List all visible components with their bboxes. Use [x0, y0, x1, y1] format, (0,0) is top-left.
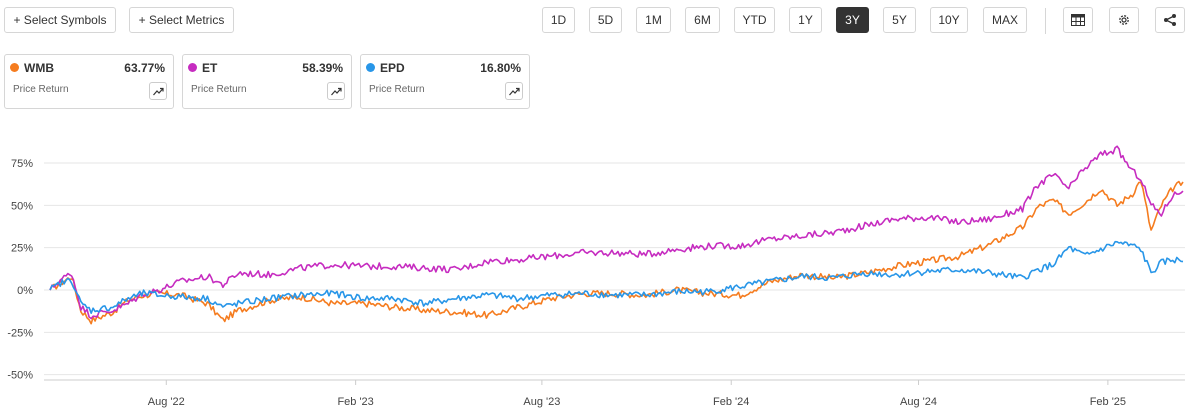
card-symbol: WMB [24, 61, 54, 75]
card-epd[interactable]: EPD 16.80% Price Return [360, 54, 530, 109]
series-color-dot [366, 63, 375, 72]
x-tick-label: Feb '25 [1090, 396, 1126, 408]
y-tick-label: 75% [11, 158, 33, 170]
share-icon [1164, 14, 1176, 26]
period-max-button[interactable]: MAX [983, 7, 1027, 33]
chart-series [49, 145, 1184, 325]
chart-grid [44, 162, 1185, 381]
x-tick-label: Aug '23 [523, 396, 560, 408]
series-color-dot [188, 63, 197, 72]
card-return-value: 63.77% [124, 61, 165, 75]
trend-up-icon [152, 87, 164, 95]
share-button[interactable] [1155, 7, 1185, 33]
card-metric-label: Price Return [369, 84, 425, 95]
card-metric-label: Price Return [191, 84, 247, 95]
select-metrics-button[interactable]: + Select Metrics [129, 7, 234, 33]
trend-chart-button[interactable] [505, 82, 523, 100]
period-ytd-button[interactable]: YTD [734, 7, 775, 33]
period-1m-button[interactable]: 1M [636, 7, 671, 33]
series-color-dot [10, 63, 19, 72]
table-view-button[interactable] [1063, 7, 1093, 33]
series-line-wmb [49, 180, 1184, 325]
x-axis-labels: Aug '22 Feb '23 Aug '23 Feb '24 Aug '24 Feb '… [148, 380, 1126, 408]
y-tick-label: 50% [11, 200, 33, 212]
x-tick-label: Feb '24 [713, 396, 749, 408]
period-10y-button[interactable]: 10Y [930, 7, 968, 33]
y-tick-label: -25% [7, 327, 33, 339]
card-metric-label: Price Return [13, 84, 69, 95]
period-1y-button[interactable]: 1Y [789, 7, 822, 33]
y-axis-labels: 75% 50% 25% 0% -25% -50% [7, 158, 33, 382]
period-5d-button[interactable]: 5D [589, 7, 622, 33]
card-et[interactable]: ET 58.39% Price Return [182, 54, 352, 109]
table-icon [1071, 14, 1085, 26]
card-symbol: ET [202, 61, 218, 75]
series-line-et [49, 145, 1184, 320]
period-3y-button[interactable]: 3Y [836, 7, 869, 33]
y-tick-label: -50% [7, 370, 33, 382]
series-line-epd [49, 240, 1184, 315]
gear-icon [1119, 15, 1129, 25]
card-wmb[interactable]: WMB 63.77% Price Return [4, 54, 174, 109]
y-tick-label: 0% [17, 285, 33, 297]
card-return-value: 16.80% [480, 61, 521, 75]
x-tick-label: Feb '23 [337, 396, 373, 408]
card-return-value: 58.39% [302, 61, 343, 75]
trend-up-icon [508, 87, 520, 95]
select-symbols-button[interactable]: + Select Symbols [4, 7, 116, 33]
trend-chart-button[interactable] [149, 82, 167, 100]
card-symbol: EPD [380, 61, 405, 75]
period-1d-button[interactable]: 1D [542, 7, 575, 33]
settings-button[interactable] [1109, 7, 1139, 33]
x-tick-label: Aug '22 [148, 396, 185, 408]
period-5y-button[interactable]: 5Y [883, 7, 916, 33]
trend-up-icon [330, 87, 342, 95]
y-tick-label: 25% [11, 243, 33, 255]
period-6m-button[interactable]: 6M [685, 7, 720, 33]
trend-chart-button[interactable] [327, 82, 345, 100]
x-tick-label: Aug '24 [900, 396, 937, 408]
toolbar-divider [1045, 8, 1046, 34]
